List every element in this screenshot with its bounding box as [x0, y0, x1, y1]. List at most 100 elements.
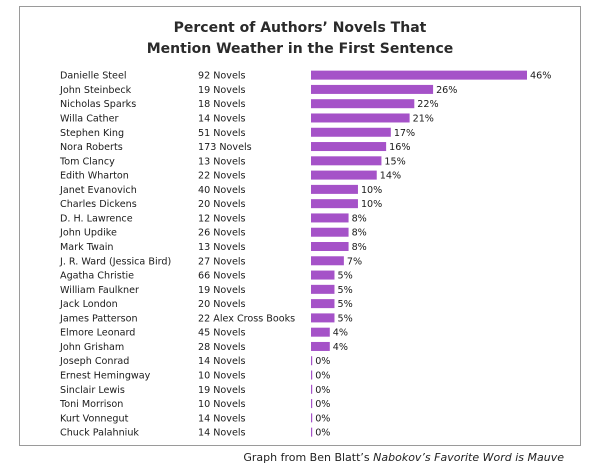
novel-count-label: 26 Novels	[198, 228, 246, 239]
novel-count-label: 10 Novels	[198, 399, 246, 410]
novel-count-label: 14 Novels	[198, 413, 246, 424]
bar	[311, 99, 415, 109]
bar	[311, 427, 313, 437]
author-label: James Patterson	[59, 313, 138, 324]
caption-prefix: Graph from Ben Blatt’s	[243, 451, 374, 464]
data-label: 46%	[530, 71, 551, 82]
novel-count-label: 13 Novels	[198, 242, 246, 253]
author-label: John Grisham	[59, 342, 124, 353]
data-label: 5%	[337, 313, 352, 324]
novel-count-label: 19 Novels	[198, 385, 246, 396]
bar	[311, 399, 313, 409]
novel-count-label: 14 Novels	[198, 428, 246, 439]
bar	[311, 113, 410, 123]
author-label: Nicholas Sparks	[60, 99, 136, 110]
data-label: 21%	[413, 113, 434, 124]
data-label: 0%	[315, 413, 330, 424]
data-label: 0%	[315, 399, 330, 410]
novel-count-label: 20 Novels	[198, 299, 246, 310]
bar	[311, 341, 330, 351]
bar	[311, 284, 335, 294]
author-label: John Updike	[59, 228, 117, 239]
data-label: 15%	[384, 156, 405, 167]
novel-count-label: 40 Novels	[198, 185, 246, 196]
data-label: 4%	[333, 328, 348, 339]
bar	[311, 127, 391, 137]
novel-count-label: 19 Novels	[198, 85, 246, 96]
data-label: 8%	[352, 228, 367, 239]
bar	[311, 213, 349, 223]
bar	[311, 356, 313, 366]
novel-count-label: 22 Novels	[198, 171, 246, 182]
data-label: 22%	[417, 99, 438, 110]
data-label: 5%	[337, 271, 352, 282]
author-label: Willa Cather	[60, 113, 119, 124]
chart-title-line-1: Percent of Authors’ Novels That	[173, 20, 427, 36]
bar	[311, 227, 349, 237]
bar	[311, 313, 335, 323]
novel-count-label: 28 Novels	[198, 342, 246, 353]
data-label: 0%	[315, 356, 330, 367]
bar	[311, 170, 377, 180]
novel-count-label: 66 Novels	[198, 271, 246, 282]
data-label: 17%	[394, 128, 415, 139]
author-label: Tom Clancy	[59, 156, 115, 167]
data-label: 0%	[315, 371, 330, 382]
bar	[311, 184, 358, 194]
author-label: Sinclair Lewis	[60, 385, 125, 396]
author-label: J. R. Ward (Jessica Bird)	[59, 256, 171, 267]
caption-book-title: Nabokov’s Favorite Word is Mauve	[373, 451, 564, 464]
data-label: 14%	[380, 171, 401, 182]
data-label: 0%	[315, 385, 330, 396]
novel-count-label: 51 Novels	[198, 128, 246, 139]
novel-count-label: 27 Novels	[198, 256, 246, 267]
novel-count-label: 14 Novels	[198, 113, 246, 124]
bar	[311, 84, 434, 94]
novel-count-label: 22 Alex Cross Books	[198, 313, 295, 324]
bar	[311, 384, 313, 394]
author-label: Janet Evanovich	[59, 185, 137, 196]
data-label: 0%	[315, 428, 330, 439]
author-label: Toni Morrison	[59, 399, 123, 410]
author-label: Joseph Conrad	[59, 356, 129, 367]
novel-count-label: 12 Novels	[198, 213, 246, 224]
author-label: Danielle Steel	[60, 71, 127, 82]
bar	[311, 199, 358, 209]
bar	[311, 299, 335, 309]
bar	[311, 142, 387, 152]
bar	[311, 256, 344, 266]
data-label: 5%	[337, 285, 352, 296]
novel-count-label: 18 Novels	[198, 99, 246, 110]
author-label: Agatha Christie	[60, 271, 134, 282]
data-label: 8%	[352, 242, 367, 253]
bar	[311, 413, 313, 423]
author-label: Ernest Hemingway	[60, 371, 151, 382]
novel-count-label: 45 Novels	[198, 328, 246, 339]
author-label: Chuck Palahniuk	[60, 428, 139, 439]
author-label: William Faulkner	[60, 285, 139, 296]
data-label: 4%	[333, 342, 348, 353]
novel-count-label: 19 Novels	[198, 285, 246, 296]
chart-title: Percent of Authors’ Novels That Mention …	[19, 18, 581, 60]
source-caption: Graph from Ben Blatt’s Nabokov’s Favorit…	[243, 451, 564, 464]
novel-count-label: 14 Novels	[198, 356, 246, 367]
data-label: 16%	[389, 142, 410, 153]
data-label: 7%	[347, 256, 362, 267]
author-label: Nora Roberts	[60, 142, 123, 153]
novel-count-label: 13 Novels	[198, 156, 246, 167]
data-label: 5%	[337, 299, 352, 310]
bar	[311, 70, 527, 80]
bar	[311, 270, 335, 280]
author-label: Kurt Vonnegut	[60, 413, 129, 424]
author-label: Elmore Leonard	[60, 328, 135, 339]
bar	[311, 242, 349, 251]
bar	[311, 156, 382, 166]
author-label: Edith Wharton	[60, 171, 129, 182]
novel-count-label: 20 Novels	[198, 199, 246, 210]
author-label: Stephen King	[60, 128, 124, 139]
author-label: John Steinbeck	[59, 85, 132, 96]
novel-count-label: 10 Novels	[198, 371, 246, 382]
data-label: 8%	[352, 213, 367, 224]
bar	[311, 327, 330, 337]
novel-count-label: 92 Novels	[198, 71, 246, 82]
